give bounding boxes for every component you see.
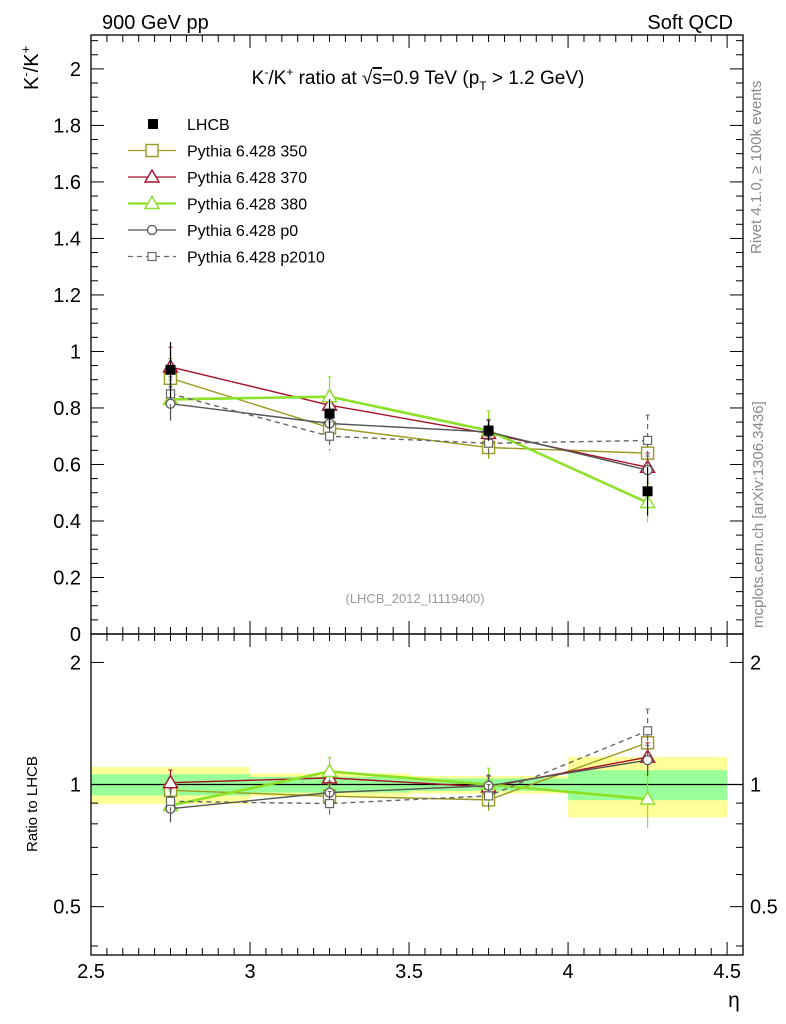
series-line-ratio bbox=[170, 756, 648, 788]
y-tick-label: 0 bbox=[70, 624, 81, 646]
rivet-version-label: Rivet 4.1.0, ≥ 100k events bbox=[748, 81, 765, 254]
data-point bbox=[642, 486, 653, 497]
axes: 2.5 3 3.5 4 4.5 0 0.2 0.4 0.6 0.8 1 1.2 1.4 1.6 1.8 2 0.… bbox=[53, 34, 778, 983]
legend-label: Pythia 6.428 350 bbox=[187, 144, 307, 161]
series-line-ratio bbox=[170, 730, 648, 805]
series-line-main bbox=[170, 395, 649, 504]
ratio-y-tick-label-right: 2 bbox=[750, 652, 761, 674]
x-tick-label: 2.5 bbox=[77, 961, 105, 983]
data-point bbox=[165, 364, 176, 375]
series-marker bbox=[324, 431, 335, 441]
x-tick-label: 4 bbox=[563, 961, 574, 983]
series-marker bbox=[483, 791, 494, 801]
series-marker bbox=[146, 224, 158, 236]
y-tick-label: 1.8 bbox=[53, 115, 81, 137]
ratio-y-tick-label-right: 1 bbox=[750, 775, 761, 797]
y-tick-label: 1.4 bbox=[53, 228, 81, 250]
series-marker bbox=[143, 168, 161, 183]
series-line-main bbox=[170, 403, 648, 471]
y-tick-label: 0.8 bbox=[53, 398, 81, 420]
series-layer bbox=[162, 346, 656, 828]
legend-label: Pythia 6.428 370 bbox=[187, 170, 307, 187]
x-tick-label: 3.5 bbox=[395, 961, 423, 983]
ratio-y-tick-label-left: 2 bbox=[70, 652, 81, 674]
legend-label: Pythia 6.428 p2010 bbox=[187, 250, 325, 267]
y-tick-label: 0.2 bbox=[53, 567, 81, 589]
header-left-label: 900 GeV pp bbox=[102, 12, 209, 34]
legend-label: Pythia 6.428 p0 bbox=[187, 223, 298, 240]
legend-marker-data bbox=[148, 119, 158, 129]
series-line-main bbox=[170, 393, 648, 444]
x-axis-label: η bbox=[728, 989, 740, 1012]
y-tick-label: 1.2 bbox=[53, 285, 81, 307]
legend-label-data: LHCB bbox=[187, 117, 230, 134]
series-marker bbox=[642, 726, 653, 736]
chart-title: K-/K+ ratio at √s=0.9 TeV (pT > 1.2 GeV) bbox=[252, 65, 585, 93]
series-line-main bbox=[170, 377, 648, 454]
series-marker bbox=[143, 195, 161, 210]
y-tick-label: 2 bbox=[70, 59, 81, 81]
data-points-layer bbox=[165, 342, 653, 516]
series-marker bbox=[321, 763, 338, 778]
series-marker bbox=[642, 435, 653, 446]
series-line-ratio bbox=[170, 742, 648, 801]
data-point bbox=[483, 425, 494, 436]
series-marker bbox=[147, 251, 157, 262]
ratio-y-tick-label-left: 1 bbox=[70, 775, 81, 797]
legend-label: Pythia 6.428 380 bbox=[187, 197, 307, 214]
ratio-uncertainty-bands bbox=[91, 756, 728, 818]
series-marker bbox=[324, 798, 335, 809]
y-axis-label: K-/K+ bbox=[18, 46, 43, 90]
series-line-ratio bbox=[170, 770, 648, 807]
y-tick-label: 1.6 bbox=[53, 172, 81, 194]
ratio-y-tick-label-left: 0.5 bbox=[53, 897, 81, 919]
series-marker bbox=[639, 790, 656, 805]
x-tick-label: 4.5 bbox=[713, 961, 741, 983]
series-marker bbox=[145, 143, 159, 158]
ratio-y-tick-label-right: 0.5 bbox=[750, 897, 778, 919]
y-tick-label: 0.6 bbox=[53, 454, 81, 476]
mcplots-label: mcplots.cern.ch [arXiv:1306.3436] bbox=[750, 401, 767, 628]
header-right-label: Soft QCD bbox=[647, 12, 733, 34]
analysis-id-label: (LHCB_2012_I1119400) bbox=[345, 591, 484, 606]
ratio-panel-frame bbox=[90, 633, 744, 956]
x-tick-label: 3 bbox=[244, 961, 255, 983]
series-line-ratio bbox=[170, 759, 648, 810]
legend: LHCB Pythia 6.428 350 Pythia 6.428 370 Pyth… bbox=[128, 117, 325, 267]
y-tick-label: 0.4 bbox=[53, 511, 81, 533]
data-point bbox=[324, 408, 335, 419]
ratio-y-axis-label: Ratio to LHCB bbox=[24, 756, 41, 852]
series-marker bbox=[642, 754, 653, 766]
series-marker bbox=[165, 796, 176, 806]
series-marker bbox=[162, 774, 179, 789]
y-tick-label: 1 bbox=[70, 341, 81, 363]
